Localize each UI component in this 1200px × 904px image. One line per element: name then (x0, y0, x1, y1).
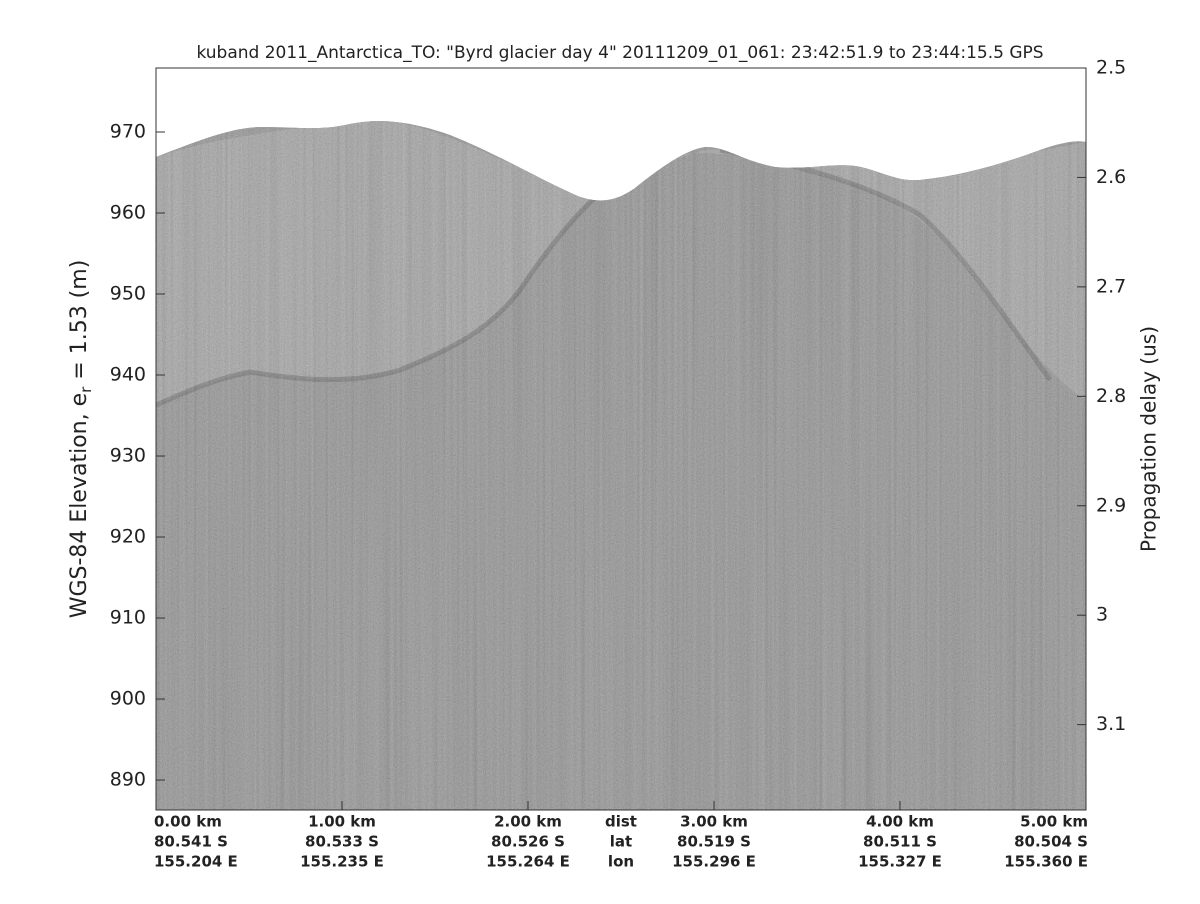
chart-title: kuband 2011_Antarctica_TO: "Byrd glacier… (196, 43, 1043, 63)
plot-frame (155, 67, 1087, 811)
y-tick-label: 950 (110, 283, 146, 305)
x-tick-lat: 80.533 S (305, 833, 379, 851)
y-tick-label: 890 (110, 769, 146, 791)
x-tick-label: 1.00 km (308, 813, 376, 831)
y-tick-label: 910 (110, 607, 146, 629)
x-tick-label: 2.00 km (494, 813, 562, 831)
y-label-part: = 1.53 (m) (67, 260, 92, 387)
y-tick-label: 900 (110, 688, 146, 710)
echogram-image (156, 121, 1086, 810)
y2-tick-label: 2.8 (1096, 385, 1126, 407)
y2-axis-label: Propagation delay (us) (1137, 326, 1161, 552)
y2-tick-label: 2.6 (1096, 166, 1126, 188)
x-row-name: lon (608, 853, 634, 871)
x-tick-lat: 80.526 S (491, 833, 565, 851)
x-tick-label: 5.00 km (1020, 813, 1088, 831)
y-tick-label: 930 (110, 445, 146, 467)
y-label-sub: r (77, 386, 95, 393)
x-row-name: dist (605, 813, 637, 831)
y-tick-label: 960 (110, 201, 146, 223)
x-tick-lon: 155.204 E (154, 853, 238, 871)
x-tick-label: 3.00 km (680, 813, 748, 831)
x-tick-lon: 155.360 E (1004, 853, 1088, 871)
y2-tick-label: 2.9 (1096, 494, 1126, 516)
y-tick-label: 970 (110, 120, 146, 142)
y2-tick-label: 2.7 (1096, 275, 1126, 297)
y2-tick-label: 2.5 (1096, 57, 1126, 79)
x-tick-label: 4.00 km (866, 813, 934, 831)
x-tick-lon: 155.296 E (672, 853, 756, 871)
x-tick-lon: 155.327 E (858, 853, 942, 871)
y2-tick-label: 3.1 (1096, 713, 1126, 735)
x-tick-lat: 80.511 S (863, 833, 937, 851)
y-tick-label: 920 (110, 526, 146, 548)
x-tick-lon: 155.235 E (300, 853, 384, 871)
y-label-part: WGS-84 Elevation, e (67, 393, 92, 618)
y-axis-label: WGS-84 Elevation, er = 1.53 (m) (67, 260, 95, 619)
x-tick-label: 0.00 km (154, 813, 222, 831)
x-row-name: lat (610, 833, 632, 851)
x-tick-lat: 80.519 S (677, 833, 751, 851)
y2-tick-label: 3 (1096, 604, 1108, 626)
x-tick-lat: 80.541 S (154, 833, 228, 851)
x-tick-lon: 155.264 E (486, 853, 570, 871)
x-tick-lat: 80.504 S (1014, 833, 1088, 851)
y-tick-label: 940 (110, 364, 146, 386)
